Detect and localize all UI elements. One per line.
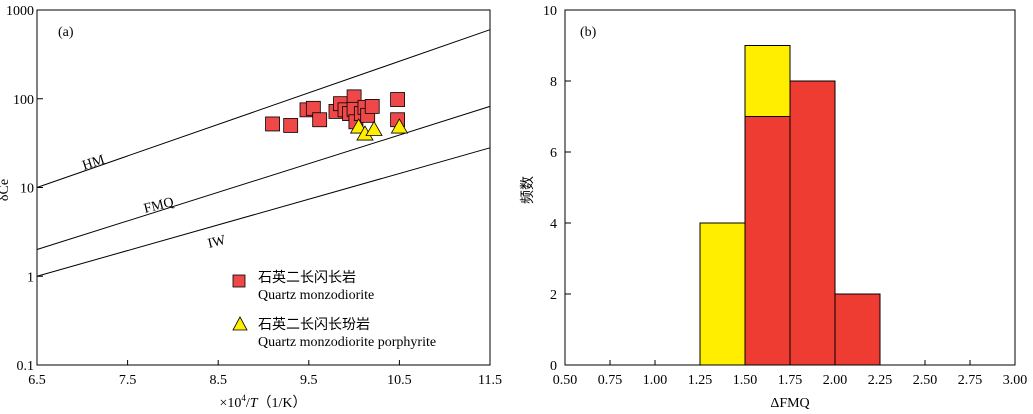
data-point-square (265, 116, 280, 132)
data-point-square (390, 92, 405, 107)
x-label-t: T (250, 396, 259, 411)
line-label-hm: HM (81, 152, 108, 173)
panel-a: 6.5 7.5 8.5 9.5 10.5 11.5 0.1 1 10 100 1000 (a) HM… (0, 4, 502, 411)
x-label-prefix: ×10 (219, 396, 241, 411)
x-tick-label-b: 2.50 (913, 373, 938, 388)
legend-label-cn-2: 石英二长闪长玢岩 (258, 316, 370, 333)
y-axis-label-a: δCe (0, 179, 12, 201)
y-tick-label-a: 0.1 (17, 359, 35, 374)
x-tick-label-b: 1.50 (733, 373, 758, 388)
buffer-line-fmq (36, 105, 491, 251)
y-tick-label-a: 1000 (6, 4, 34, 19)
buffer-lines (36, 29, 491, 277)
y-tick-label-b: 8 (550, 75, 557, 90)
panel-label-b: (b) (580, 25, 597, 40)
legend-a: 石英二长闪长岩 Quartz monzodiorite 石英二长闪长玢岩 Qua… (232, 269, 436, 350)
x-tick-label-a: 6.5 (28, 373, 46, 388)
x-tick-label-a: 8.5 (209, 373, 227, 388)
y-tick-label-b: 0 (550, 359, 557, 374)
buffer-line-iw (36, 147, 491, 277)
data-point-triangle (390, 118, 409, 134)
data-point-triangle (365, 120, 383, 136)
y-tick-label-b: 4 (550, 217, 557, 232)
x-tick-label-b: 2.75 (958, 373, 983, 388)
x-tick-label-b: 3.00 (1003, 373, 1028, 388)
data-point-square (283, 118, 299, 133)
buffer-line-hm (36, 29, 491, 188)
legend-triangle-marker (232, 316, 248, 331)
y-tick-label-a: 10 (20, 182, 34, 197)
y-tick-label-b: 2 (550, 288, 557, 303)
line-label-fmq: FMQ (142, 195, 175, 217)
x-tick-label-b: 2.25 (868, 373, 893, 388)
x-tick-label-b: 1.00 (643, 373, 668, 388)
y-tick-label-b: 6 (550, 146, 557, 161)
x-tick-label-b: 1.25 (688, 373, 713, 388)
data-point-square (312, 112, 328, 128)
plot-frame-a (36, 9, 491, 366)
histogram-bar-yellow (744, 45, 791, 117)
line-label-iw: IW (206, 233, 228, 252)
histogram-bars (699, 45, 881, 366)
x-label-slash: / (246, 396, 250, 411)
legend-square-marker (232, 274, 246, 288)
x-tick-label-a: 10.5 (387, 373, 412, 388)
x-tick-label-b: 0.75 (598, 373, 623, 388)
legend-label-cn-1: 石英二长闪长岩 (258, 269, 356, 286)
x-tick-label-a: 7.5 (119, 373, 137, 388)
y-axis-label-b: 频数 (520, 176, 536, 204)
y-tick-label-a: 100 (13, 93, 34, 108)
y-tick-label-a: 1 (27, 270, 34, 285)
x-tick-label-b: 2.00 (823, 373, 848, 388)
data-point-square (364, 98, 380, 114)
axis-ticks-b: 0.50 0.75 1.00 1.25 1.50 1.75 2.00 2.25 2.50 2.75… (543, 4, 1027, 388)
x-axis-label-b: ΔFMQ (770, 396, 809, 411)
x-label-unit: （1/K） (258, 395, 307, 411)
legend-label-en-1: Quartz monzodiorite (258, 288, 374, 303)
x-tick-label-a: 11.5 (478, 373, 502, 388)
histogram-bar-red (744, 116, 791, 366)
x-axis-label-a: ×104/T（1/K） (219, 393, 306, 411)
axis-ticks-a: 6.5 7.5 8.5 9.5 10.5 11.5 0.1 1 10 100 1000 (6, 4, 502, 388)
panel-b: 0.50 0.75 1.00 1.25 1.50 1.75 2.00 2.25 2.50 2.75… (520, 4, 1027, 411)
y-tick-label-b: 10 (543, 4, 557, 19)
histogram-bar-yellow (699, 222, 746, 366)
x-tick-label-a: 9.5 (300, 373, 318, 388)
histogram-bar-red (789, 80, 836, 366)
x-tick-label-b: 1.75 (778, 373, 803, 388)
legend-label-en-2: Quartz monzodiorite porphyrite (258, 335, 436, 350)
panel-label-a: (a) (58, 25, 74, 40)
scatter-points (265, 89, 409, 141)
x-label-exponent: 4 (241, 393, 246, 403)
x-tick-label-b: 0.50 (553, 373, 578, 388)
histogram-bar-red (834, 293, 881, 366)
